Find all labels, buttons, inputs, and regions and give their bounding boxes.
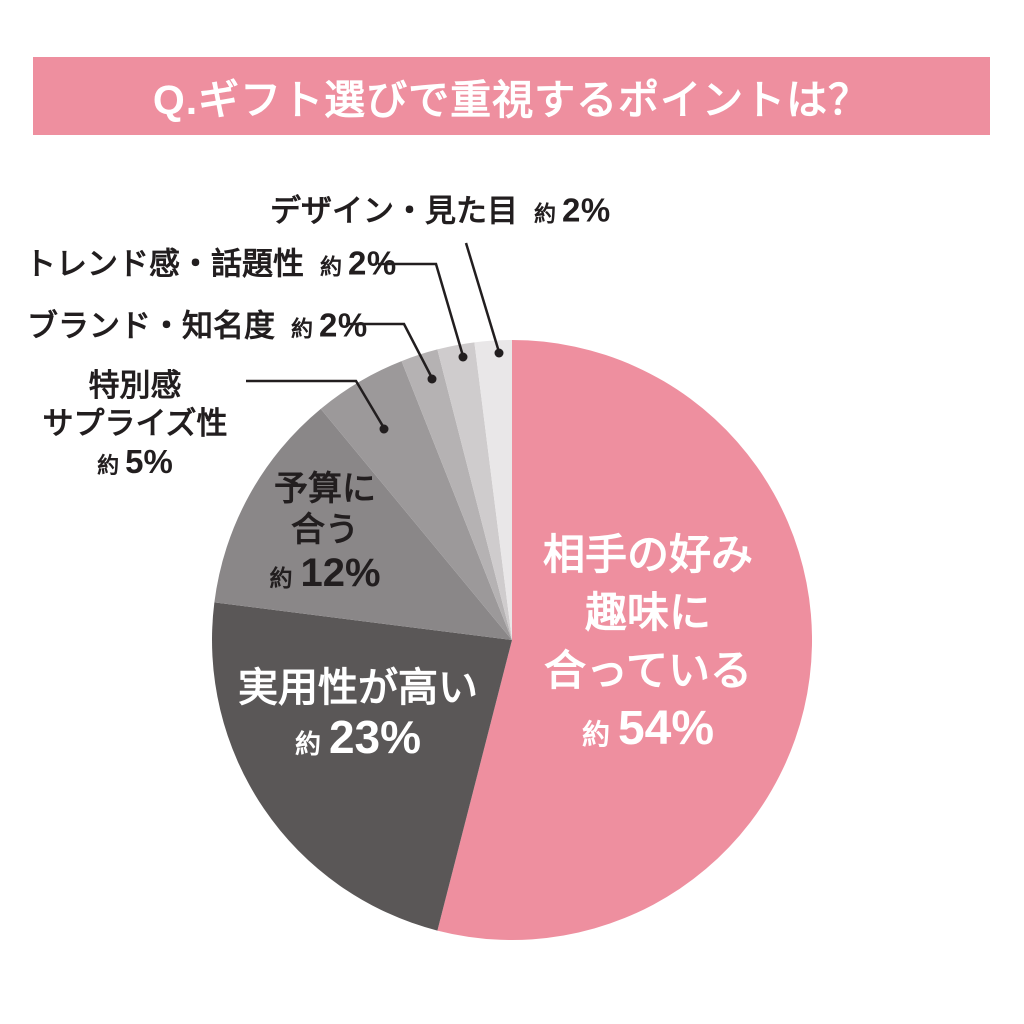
- label-text-line2: 合う: [291, 511, 359, 549]
- leader-dot-brand-recognition: [427, 374, 437, 384]
- percent-line: 約 23%: [238, 713, 478, 773]
- percent-line: 約 12%: [269, 551, 380, 604]
- label-text-line1: 特別感: [88, 368, 182, 403]
- leader-line-trendiness: [378, 262, 465, 357]
- label-text-line1: 予算に: [274, 470, 376, 508]
- label-text-line2: 趣味に: [584, 589, 712, 636]
- approx-prefix: 約: [581, 719, 610, 750]
- pie-slice-brand-recognition: [401, 349, 512, 640]
- pie-slice-practical: [212, 602, 512, 931]
- label-text: 実用性が高い: [238, 666, 478, 710]
- percent-value: 2%: [319, 306, 368, 344]
- question-banner: Q.ギフト選びで重視するポイントは？: [33, 57, 990, 135]
- pie-slices: [212, 340, 813, 940]
- approx-prefix: 約: [97, 453, 120, 478]
- leader-line-design-looks: [464, 242, 501, 353]
- leader-line-brand-recognition: [346, 322, 434, 379]
- label-text: ブランド・知名度: [27, 308, 275, 344]
- pie-label-trendiness: トレンド感・話題性 約 2%: [25, 239, 397, 284]
- pie-slice-design-looks: [474, 340, 512, 640]
- page-title: Q.ギフト選びで重視するポイントは？: [152, 77, 871, 123]
- pie-label-fits-budget: 予算に 合う 約 12%: [269, 469, 380, 604]
- pie-slice-recipient-taste: [437, 340, 813, 940]
- pie-slice-fits-budget: [214, 408, 512, 640]
- leader-lines: [246, 242, 504, 434]
- approx-prefix: 約: [291, 316, 314, 342]
- percent-value: 54%: [617, 702, 715, 755]
- label-text: トレンド感・話題性: [25, 246, 304, 282]
- approx-prefix: 約: [534, 201, 557, 227]
- label-text-line1: 相手の好み: [542, 531, 754, 578]
- pie-label-brand-recognition: ブランド・知名度 約 2%: [27, 301, 368, 346]
- approx-prefix: 約: [269, 565, 293, 591]
- pie-label-practical: 実用性が高い 約 23%: [238, 664, 478, 773]
- percent-value: 5%: [125, 443, 173, 480]
- approx-prefix: 約: [320, 254, 343, 280]
- percent-value: 2%: [562, 191, 611, 229]
- percent-line: 約 54%: [543, 700, 753, 769]
- pie-label-design-looks: デザイン・見た目 約 2%: [270, 186, 611, 231]
- leader-dot-trendiness: [458, 352, 468, 362]
- label-text-line2: サプライズ性: [42, 406, 228, 441]
- pie-slice-special-surprise: [320, 361, 512, 640]
- pie-slice-trendiness: [437, 342, 512, 640]
- pie-label-special-surprise: 特別感 サプライズ性 約 5%: [42, 367, 227, 488]
- percent-line: 約 5%: [42, 443, 227, 488]
- leader-line-special-surprise: [246, 379, 386, 429]
- percent-value: 12%: [300, 551, 381, 595]
- pie-label-recipient-taste: 相手の好み 趣味に 合っている 約 54%: [543, 526, 753, 769]
- percent-value: 2%: [348, 244, 397, 282]
- label-text-line3: 合っている: [544, 647, 752, 694]
- approx-prefix: 約: [294, 729, 321, 759]
- percent-value: 23%: [328, 711, 422, 763]
- leader-dot-special-surprise: [379, 424, 389, 434]
- label-text: デザイン・見た目: [270, 193, 518, 229]
- leader-dot-design-looks: [494, 348, 504, 358]
